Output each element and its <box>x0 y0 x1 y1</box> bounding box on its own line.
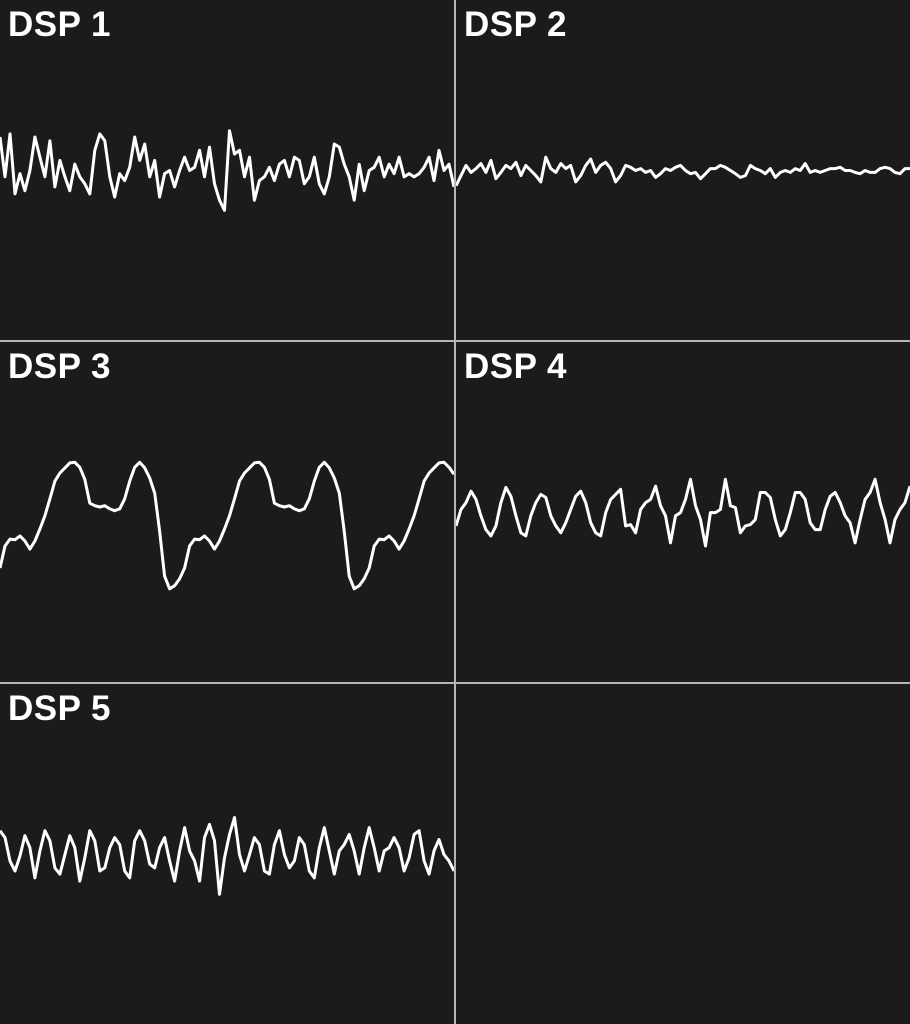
horizontal-divider-1 <box>0 340 910 342</box>
horizontal-divider-2 <box>0 682 910 684</box>
dsp-panel-5: DSP 5 <box>0 684 454 1024</box>
dsp-5-title: DSP 5 <box>8 689 112 728</box>
dsp-panel-4: DSP 4 <box>456 342 910 682</box>
dsp-4-plot <box>456 477 910 548</box>
dsp-2-plot <box>456 155 910 187</box>
waveform-line <box>456 155 910 187</box>
dsp-1-plot <box>0 129 454 212</box>
dsp-2-title: DSP 2 <box>464 5 568 44</box>
waveform-line <box>0 129 454 212</box>
dsp-4-title: DSP 4 <box>464 347 568 386</box>
dsp-3-plot <box>0 460 454 591</box>
vertical-divider <box>454 0 456 1024</box>
empty-panel <box>456 684 910 1024</box>
dsp-panel-3: DSP 3 <box>0 342 454 682</box>
waveform-line <box>0 816 454 896</box>
dsp-panel-1: DSP 1 <box>0 0 454 341</box>
dsp-panel-2: DSP 2 <box>456 0 910 341</box>
waveform-line <box>456 477 910 548</box>
dsp-1-title: DSP 1 <box>8 5 112 44</box>
waveform-line <box>0 460 454 591</box>
dsp-5-plot <box>0 816 454 896</box>
dsp-3-title: DSP 3 <box>8 347 112 386</box>
